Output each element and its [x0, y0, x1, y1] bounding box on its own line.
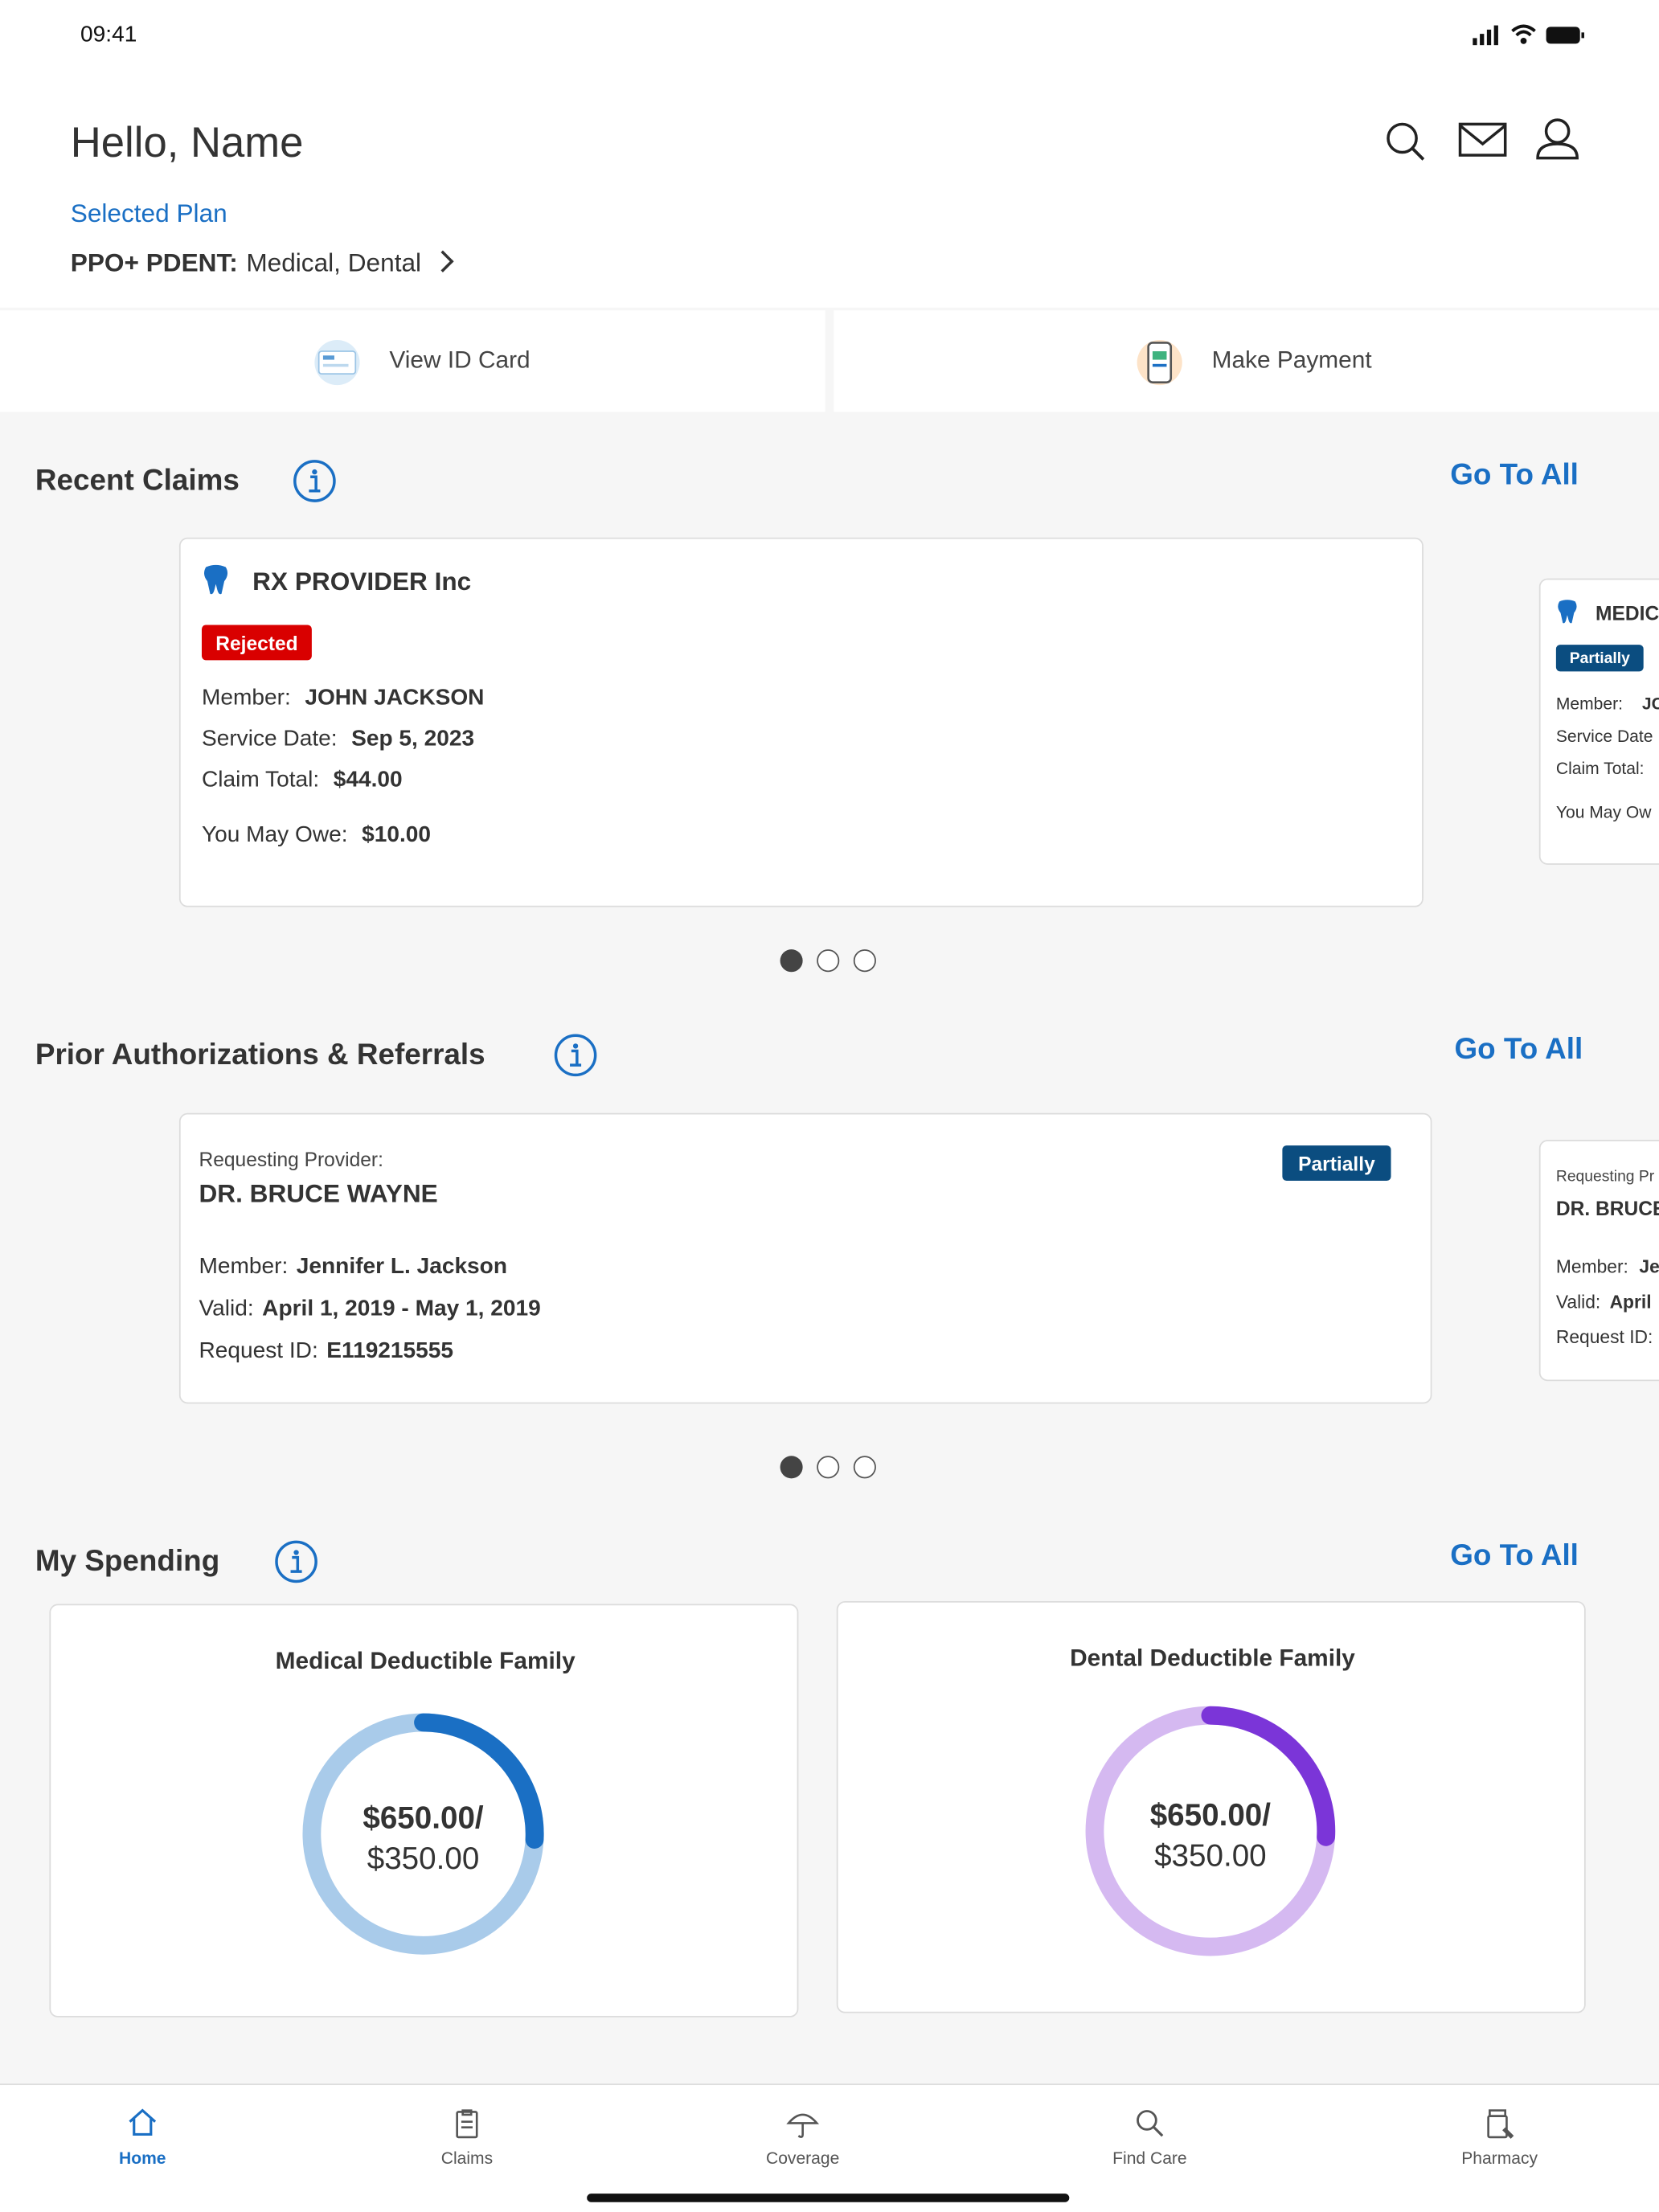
tab-bar: [0, 2083, 1659, 2212]
action-label[interactable]: Make Payment: [1211, 346, 1372, 374]
field-label: Member:: [1555, 1256, 1628, 1277]
field-row: Member: JOHN JACKSON: [202, 685, 484, 712]
tab-label[interactable]: Home: [119, 2148, 166, 2169]
greeting: Hello, Name: [70, 120, 304, 167]
field-label: Request ID:: [1555, 1326, 1653, 1348]
status-time: 09:41: [80, 23, 137, 47]
field-label: You May Owe:: [201, 822, 348, 847]
action-label[interactable]: View ID Card: [389, 346, 530, 374]
requesting-label: Requesting Provider:: [199, 1147, 383, 1171]
tab-label[interactable]: Find Care: [1112, 2148, 1187, 2169]
field-label: Valid:: [199, 1296, 254, 1321]
section-title: Recent Claims: [35, 465, 240, 498]
field-value: $10.00: [362, 822, 432, 847]
id-card-icon: [314, 339, 360, 386]
field-row: Request ID: E119215555: [199, 1338, 453, 1366]
limit: $350.00: [1154, 1837, 1267, 1874]
card-title: Medical Deductible Family: [275, 1647, 576, 1674]
section-title: My Spending: [35, 1545, 220, 1578]
plan-label[interactable]: Selected Plan: [70, 199, 227, 227]
plan-selector[interactable]: PPO+ PDENT: Medical, Dental: [70, 248, 453, 279]
tab-icon: [786, 2113, 820, 2138]
field-value: April: [1609, 1291, 1652, 1313]
limit: $350.00: [367, 1841, 480, 1876]
field-label: Request ID:: [199, 1339, 318, 1364]
carousel-dots: [780, 949, 876, 973]
auth-card-peek[interactable]: Requesting Pr DR. BRUCE Member: Je Valid: Apr…: [1538, 1140, 1659, 1382]
field-label: Valid:: [1555, 1291, 1601, 1313]
tab-label[interactable]: Coverage: [765, 2148, 840, 2169]
field-row: Claim Total: $44.00: [202, 767, 403, 794]
carousel-dots: [780, 1456, 876, 1479]
field-label: Member:: [199, 1254, 289, 1279]
tab-icon: [1487, 2109, 1514, 2139]
plan-name: PPO+ PDENT:: [70, 248, 238, 277]
payment-icon: [1137, 339, 1182, 386]
provider-name: DR. BRUCE: [1555, 1197, 1659, 1220]
field-label: Service Date:: [201, 727, 338, 752]
claim-card[interactable]: RX PROVIDER Inc Rejected Member: JOHN JACKS…: [178, 537, 1423, 907]
amount: $650.00/: [363, 1800, 484, 1836]
field-label: Service Date: [1555, 726, 1653, 747]
tab-icon: [456, 2109, 478, 2139]
field-value: E119215555: [326, 1339, 454, 1364]
action-tile[interactable]: [0, 310, 825, 412]
tab-label[interactable]: Claims: [440, 2148, 494, 2169]
go-to-all[interactable]: Go To All: [1450, 459, 1579, 492]
claim-card-peek[interactable]: MEDIC Partially Member: JC Service Date Claim…: [1538, 578, 1659, 865]
field-row: Member: Jennifer L. Jackson: [199, 1253, 507, 1280]
field-value: Je: [1639, 1256, 1659, 1277]
field-label: Member:: [201, 686, 291, 711]
field-label: Claim Total:: [201, 768, 320, 793]
field-label: You May Ow: [1555, 802, 1652, 822]
info-icon: [293, 460, 336, 502]
field-label: Claim Total:: [1555, 758, 1645, 779]
provider-name: RX PROVIDER Inc: [252, 567, 472, 596]
tooth-icon: [203, 564, 228, 595]
amount: $650.00/: [1149, 1796, 1272, 1833]
field-value: JOHN JACKSON: [305, 686, 485, 711]
action-tile[interactable]: [834, 310, 1659, 412]
field-value: April 1, 2019 - May 1, 2019: [262, 1296, 541, 1321]
status-badge: Partially: [1282, 1145, 1391, 1182]
field-row: Valid: April 1, 2019 - May 1, 2019: [199, 1296, 540, 1323]
field-value: $44.00: [333, 768, 403, 793]
provider-name: MEDIC: [1596, 601, 1659, 625]
header-panel: [0, 0, 1659, 308]
auth-card[interactable]: Requesting Provider: DR. BRUCE WAYNE Parti…: [178, 1112, 1432, 1404]
tab-icon: [129, 2108, 157, 2136]
header-icons[interactable]: [1382, 116, 1587, 166]
tab-icon: [1137, 2110, 1164, 2137]
home-indicator: [587, 2194, 1070, 2202]
field-row: You May Owe: $10.00: [202, 821, 431, 849]
plan-coverage: Medical, Dental: [246, 248, 422, 277]
donut-chart: [302, 1713, 544, 1955]
status-badge: Rejected: [201, 625, 312, 661]
status-badge: Partially: [1555, 645, 1644, 672]
card-title: Dental Deductible Family: [1070, 1645, 1355, 1672]
donut-chart: [1085, 1706, 1336, 1956]
info-icon: [554, 1034, 597, 1077]
tab-label[interactable]: Pharmacy: [1461, 2148, 1538, 2169]
tooth-icon: [1558, 600, 1577, 624]
field-label: Member:: [1555, 694, 1623, 714]
info-icon: [275, 1540, 317, 1583]
field-value: JC: [1641, 694, 1659, 714]
provider-name: DR. BRUCE WAYNE: [199, 1179, 438, 1208]
section-title: Prior Authorizations & Referrals: [35, 1038, 485, 1071]
field-value: Sep 5, 2023: [351, 727, 475, 752]
go-to-all[interactable]: Go To All: [1454, 1033, 1583, 1066]
status-icons: [1473, 24, 1584, 46]
field-row: Service Date: Sep 5, 2023: [202, 726, 474, 753]
requesting-label: Requesting Pr: [1555, 1168, 1655, 1186]
field-value: Jennifer L. Jackson: [296, 1254, 507, 1279]
go-to-all[interactable]: Go To All: [1450, 1539, 1579, 1572]
